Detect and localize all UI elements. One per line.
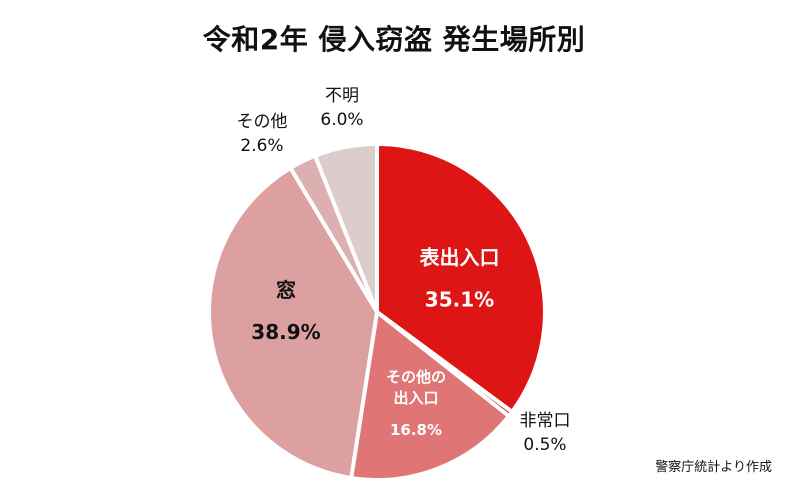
slice-label: 不明 (325, 86, 359, 106)
pie-slice (349, 310, 511, 482)
slice-label: 窓 (276, 278, 296, 302)
slice-value-label: 0.5% (523, 435, 566, 455)
chart-title: 令和2年 侵入窃盗 発生場所別 (202, 23, 586, 56)
slice-value-label: 35.1% (425, 287, 494, 311)
slice-label: その他の (386, 368, 446, 386)
pie-slice (375, 142, 547, 414)
slice-value-label: 6.0% (320, 110, 363, 130)
slice-label: 非常口 (520, 411, 571, 431)
slice-value-label: 2.6% (240, 136, 283, 156)
slice-value-label: 38.9% (251, 320, 320, 344)
slice-label: 表出入口 (420, 245, 500, 269)
slice-value-label: 16.8% (390, 421, 442, 439)
pie-slice (313, 142, 379, 314)
slice-label: 出入口 (393, 389, 438, 407)
slice-label: その他 (237, 112, 288, 132)
source-note: 警察庁統計より作成 (655, 460, 772, 475)
